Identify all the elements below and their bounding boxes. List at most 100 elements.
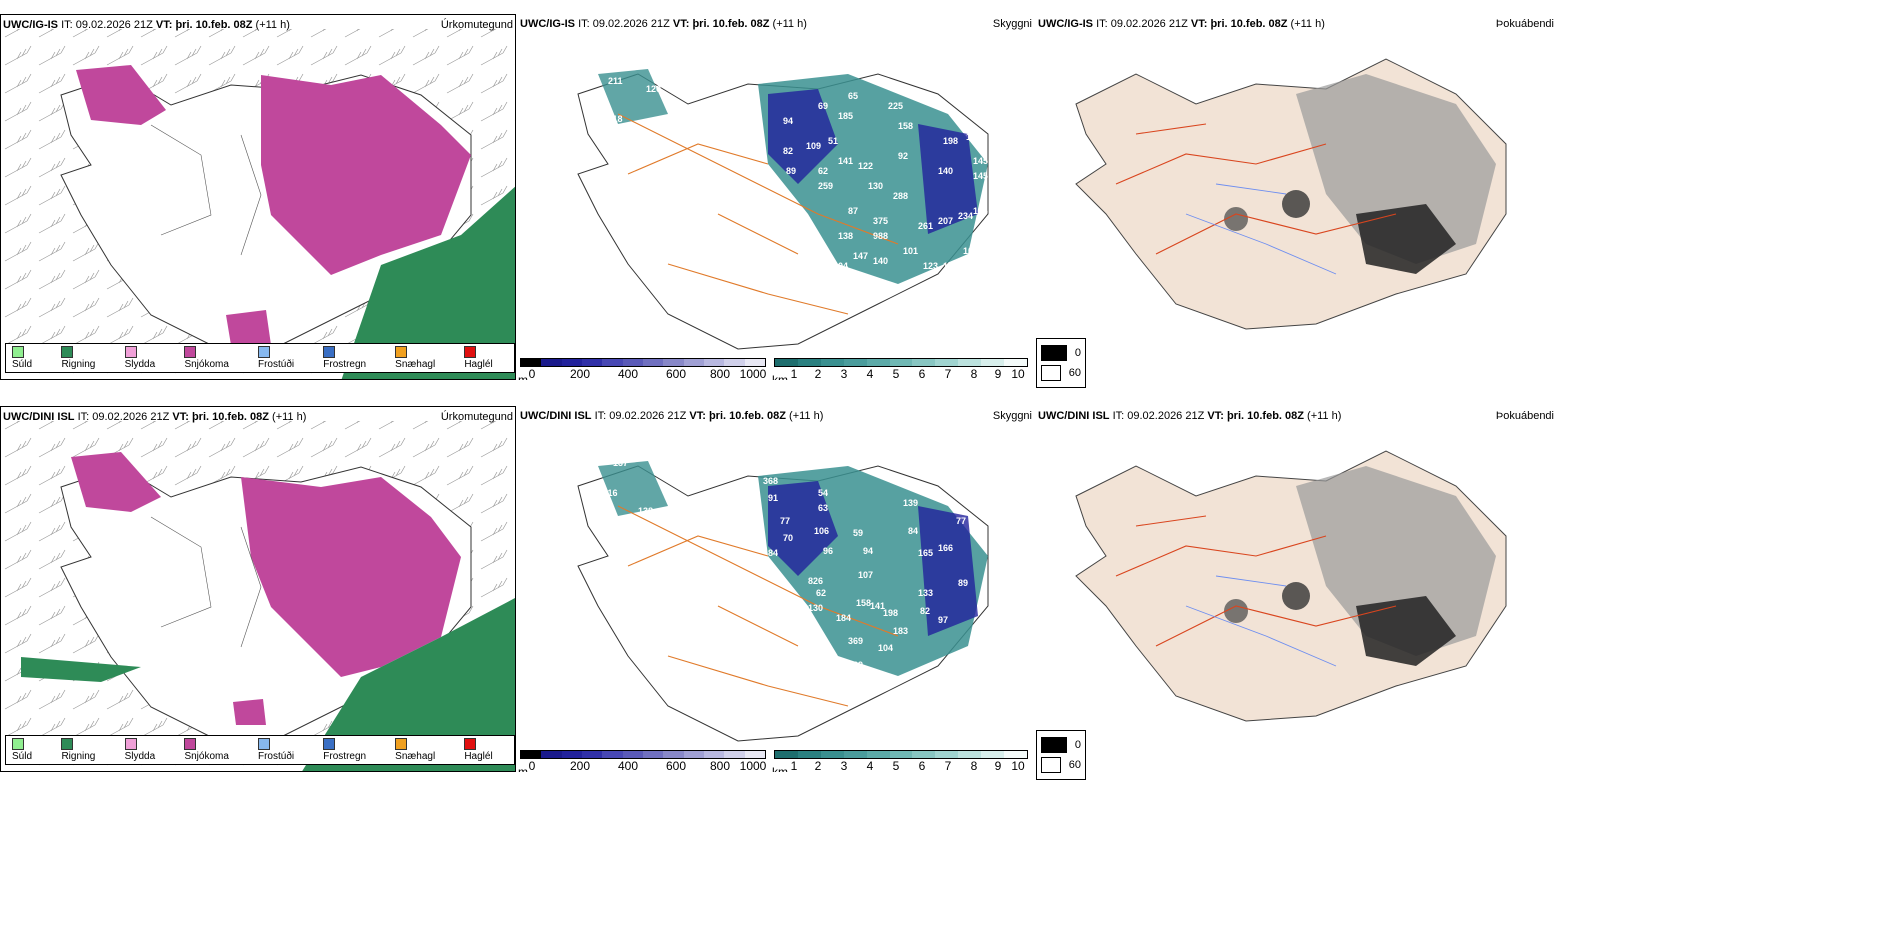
visibility-colorbar: 1 2 3 4 5 6 7 8 9 10 <box>774 750 1028 772</box>
cloud-label: 104 <box>878 643 893 653</box>
cloud-label: 82 <box>783 146 793 156</box>
visibility-tick: 10 <box>1011 759 1025 772</box>
legend-item: Súld <box>12 346 47 370</box>
cloud-label: 138 <box>838 231 853 241</box>
cloud-label: 198 <box>883 608 898 618</box>
cloud-label: 225 <box>888 101 903 111</box>
cloud-label: 91 <box>768 493 778 503</box>
cloud-label: 84 <box>768 548 778 558</box>
cloud-label: 138 <box>638 506 653 516</box>
cloud-label: 472 <box>868 286 883 296</box>
cloud-label: 89 <box>786 166 796 176</box>
height-tick: 200 <box>569 367 591 380</box>
fog-key-bottom: 0 60 <box>1036 730 1086 780</box>
cloud-label: 81 <box>853 276 863 286</box>
cloud-label: 157 <box>638 136 653 146</box>
cloud-label: 234 <box>958 211 973 221</box>
legend-item: Frostúði <box>257 738 309 762</box>
cloud-label: 84 <box>908 526 918 536</box>
precip-type-panel-bottom: UWC/DINI ISL IT: 09.02.2026 21Z VT: þri.… <box>0 406 516 772</box>
legend-item: Rigning <box>61 738 110 762</box>
visibility-tick: 9 <box>994 759 1002 772</box>
visibility-tick: 6 <box>918 759 926 772</box>
cloud-label: 130 <box>808 603 823 613</box>
cloud-label: 363 <box>863 311 878 321</box>
cloud-label: 288 <box>893 191 908 201</box>
cloud-label: 198 <box>943 136 958 146</box>
cloud-label: 133 <box>918 588 933 598</box>
visibility-colorbar-strip <box>774 750 1028 759</box>
cloud-label: 89 <box>958 578 968 588</box>
height-tick: 200 <box>569 759 591 772</box>
cloud-label: 123 <box>923 261 938 271</box>
cloud-label: 64 <box>783 593 793 603</box>
cloud-label: 118 <box>743 251 758 261</box>
cloud-label: 70 <box>783 533 793 543</box>
cloud-label: 109 <box>963 246 978 256</box>
legend-item: Snæhagl <box>395 346 450 370</box>
visibility-tick: 5 <box>892 759 900 772</box>
visibility-tick: 8 <box>970 367 978 380</box>
cloud-label: 826 <box>808 576 823 586</box>
cloud-label: 94 <box>783 116 793 126</box>
fog-panel-bottom: UWC/DINI ISL IT: 09.02.2026 21Z VT: þri.… <box>1036 406 1556 726</box>
panel-title: Úrkomutegund <box>440 411 513 423</box>
cloud-labels: 137 116 138 368 91 54 77 63 70 84 106 96… <box>603 458 968 726</box>
visibility-tick: 5 <box>892 367 900 380</box>
cloud-base-map: 211 120 118 157 65 185 94 69 82 109 62 8… <box>577 69 989 350</box>
legend-item: Snæhagl <box>395 738 450 762</box>
cloud-label: 51 <box>828 136 838 146</box>
legend-item: Slydda <box>124 738 171 762</box>
cloud-label: 179 <box>943 261 958 271</box>
panel-title: Úrkomutegund <box>440 19 513 31</box>
legend-item: Frostregn <box>323 738 381 762</box>
cloud-label: 145 <box>973 156 988 166</box>
panel-header: UWC/DINI ISL IT: 09.02.2026 21Z VT: þri.… <box>520 410 824 422</box>
cloud-label: 118 <box>608 114 623 124</box>
height-unit: m <box>518 373 528 380</box>
cloud-label: 199 <box>813 251 828 261</box>
cloud-label: 101 <box>903 246 918 256</box>
cloud-label: 59 <box>853 528 863 538</box>
cloud-label: 62 <box>816 588 826 598</box>
legend-item: Frostregn <box>323 346 381 370</box>
cloud-label: 139 <box>903 498 918 508</box>
legend-item: Frostúði <box>257 346 309 370</box>
visibility-tick: 4 <box>866 759 874 772</box>
legend-item: Slydda <box>124 346 171 370</box>
cloud-label: 145 <box>973 171 988 181</box>
height-colorbar-strip <box>520 750 766 759</box>
visibility-colorbar: 1 2 3 4 5 6 7 8 9 10 <box>774 358 1028 380</box>
cloud-label: 183 <box>893 626 908 636</box>
cloud-label: 116 <box>603 488 618 498</box>
cloud-label: 79 <box>788 241 798 251</box>
height-tick: 400 <box>617 759 639 772</box>
cloud-label: 166 <box>938 543 953 553</box>
cloud-label: 368 <box>763 476 778 486</box>
cloud-label: 120 <box>646 84 661 94</box>
height-colorbar: 0 200 400 600 800 1000 <box>520 750 766 772</box>
cloud-label: 87 <box>848 206 858 216</box>
legend-item: Snjókoma <box>184 346 244 370</box>
cloud-label: 140 <box>873 256 888 266</box>
cloud-label: 141 <box>870 601 885 611</box>
cloud-label: 158 <box>856 598 871 608</box>
height-tick: 600 <box>665 759 687 772</box>
cloud-label: 77 <box>780 516 790 526</box>
height-tick: 800 <box>709 759 731 772</box>
height-tick: 800 <box>709 367 731 380</box>
legend-item: Snjókoma <box>184 738 244 762</box>
cloud-label: 107 <box>858 570 873 580</box>
cloud-label: 369 <box>848 660 863 670</box>
cloud-label: 106 <box>814 526 829 536</box>
cloud-label: 140 <box>938 166 953 176</box>
cloud-label: 122 <box>858 161 873 171</box>
panel-header: UWC/IG-IS IT: 09.02.2026 21Z VT: þri. 10… <box>1038 18 1325 30</box>
cloud-label: 96 <box>823 546 833 556</box>
visibility-tick: 1 <box>790 759 798 772</box>
cloud-label: 12 <box>966 132 976 142</box>
cloud-label: 988 <box>873 231 888 241</box>
cloud-label: 77 <box>956 516 966 526</box>
height-colorbar-strip <box>520 358 766 367</box>
legend-item: Haglél <box>464 346 508 370</box>
